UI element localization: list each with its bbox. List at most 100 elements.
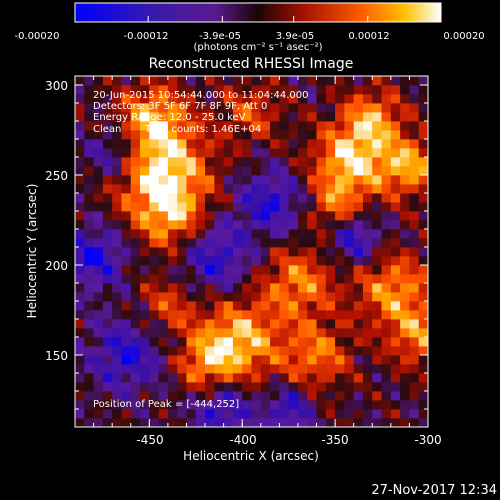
- heatmap-cell: [381, 391, 392, 401]
- heatmap-cell: [316, 337, 327, 347]
- heatmap-cell: [381, 175, 392, 185]
- heatmap-cell: [130, 373, 141, 383]
- heatmap-cell: [390, 328, 401, 338]
- heatmap-cell: [140, 139, 150, 149]
- heatmap-cell: [84, 184, 94, 194]
- heatmap-cell: [362, 337, 373, 347]
- heatmap-cell: [251, 382, 262, 392]
- heatmap-cell: [84, 328, 94, 338]
- heatmap-cell: [75, 211, 85, 221]
- heatmap-cell: [75, 310, 85, 320]
- heatmap-cell: [195, 202, 206, 212]
- heatmap-cell: [400, 76, 410, 86]
- heatmap-cell: [279, 76, 290, 86]
- heatmap-cell: [223, 373, 234, 383]
- heatmap-cell: [344, 166, 355, 176]
- heatmap-cell: [260, 193, 271, 203]
- heatmap-cell: [381, 238, 392, 248]
- heatmap-cell: [186, 265, 197, 275]
- heatmap-cell: [381, 166, 392, 176]
- heatmap-cell: [140, 364, 150, 374]
- heatmap-cell: [279, 310, 290, 320]
- heatmap-cell: [251, 292, 262, 302]
- heatmap-cell: [84, 283, 94, 293]
- heatmap-cell: [205, 247, 215, 257]
- heatmap-cell: [362, 211, 373, 221]
- heatmap-cell: [149, 211, 160, 221]
- heatmap-cell: [297, 76, 308, 86]
- heatmap-cell: [400, 400, 410, 410]
- heatmap-cell: [140, 301, 150, 311]
- heatmap-cell: [75, 373, 85, 383]
- heatmap-cell: [186, 400, 197, 410]
- heatmap-cell: [84, 112, 94, 122]
- heatmap-cell: [316, 391, 327, 401]
- heatmap-cell: [232, 310, 243, 320]
- heatmap-cell: [307, 328, 317, 338]
- heatmap-cell: [307, 85, 317, 95]
- heatmap-cell: [205, 220, 215, 230]
- heatmap-cell: [362, 346, 373, 356]
- heatmap-cell: [251, 346, 262, 356]
- heatmap-cell: [372, 283, 382, 293]
- heatmap-cell: [223, 193, 234, 203]
- heatmap-cell: [214, 256, 225, 266]
- heatmap-cell: [279, 247, 290, 257]
- heatmap-cell: [75, 391, 85, 401]
- heatmap-cell: [93, 418, 104, 427]
- heatmap-cell: [390, 148, 401, 158]
- heatmap-cell: [177, 355, 187, 365]
- heatmap-cell: [344, 94, 355, 104]
- heatmap-cell: [390, 283, 401, 293]
- heatmap-cell: [214, 175, 225, 185]
- heatmap-cell: [121, 121, 132, 131]
- heatmap-cell: [325, 247, 336, 257]
- heatmap-cell: [186, 121, 197, 131]
- heatmap-cell: [121, 310, 132, 320]
- heatmap-cell: [297, 382, 308, 392]
- heatmap-cell: [409, 337, 420, 347]
- heatmap-cell: [232, 175, 243, 185]
- heatmap-cell: [400, 139, 410, 149]
- heatmap-cell: [372, 202, 382, 212]
- heatmap-cell: [195, 193, 206, 203]
- heatmap-cell: [214, 220, 225, 230]
- heatmap-cell: [84, 292, 94, 302]
- heatmap-cell: [418, 409, 428, 419]
- heatmap-cell: [400, 283, 410, 293]
- heatmap-cell: [297, 283, 308, 293]
- heatmap-cell: [242, 220, 252, 230]
- heatmap-cell: [372, 274, 382, 284]
- heatmap-cell: [167, 175, 178, 185]
- heatmap-cell: [279, 337, 290, 347]
- heatmap-cell: [75, 112, 85, 122]
- heatmap-cell: [316, 310, 327, 320]
- heatmap-cell: [372, 229, 382, 239]
- heatmap-cell: [409, 301, 420, 311]
- heatmap-cell: [75, 364, 85, 374]
- heatmap-cell: [112, 220, 122, 230]
- heatmap-cell: [195, 121, 206, 131]
- heatmap-cell: [325, 130, 336, 140]
- heatmap-cell: [325, 256, 336, 266]
- heatmap-cell: [400, 328, 410, 338]
- heatmap-cell: [260, 265, 271, 275]
- heatmap-cell: [149, 148, 160, 158]
- heatmap-cell: [121, 373, 132, 383]
- heatmap-cell: [270, 85, 280, 95]
- heatmap-cell: [112, 274, 122, 284]
- heatmap-cell: [186, 346, 197, 356]
- heatmap-cell: [409, 112, 420, 122]
- heatmap-cell: [409, 238, 420, 248]
- heatmap-cell: [195, 274, 206, 284]
- heatmap-cell: [288, 256, 299, 266]
- heatmap-cell: [214, 346, 225, 356]
- heatmap-cell: [232, 130, 243, 140]
- heatmap-cell: [130, 85, 141, 95]
- heatmap-cell: [344, 247, 355, 257]
- heatmap-cell: [418, 283, 428, 293]
- heatmap-cell: [251, 256, 262, 266]
- heatmap-cell: [362, 283, 373, 293]
- heatmap-cell: [149, 283, 160, 293]
- heatmap-cell: [390, 112, 401, 122]
